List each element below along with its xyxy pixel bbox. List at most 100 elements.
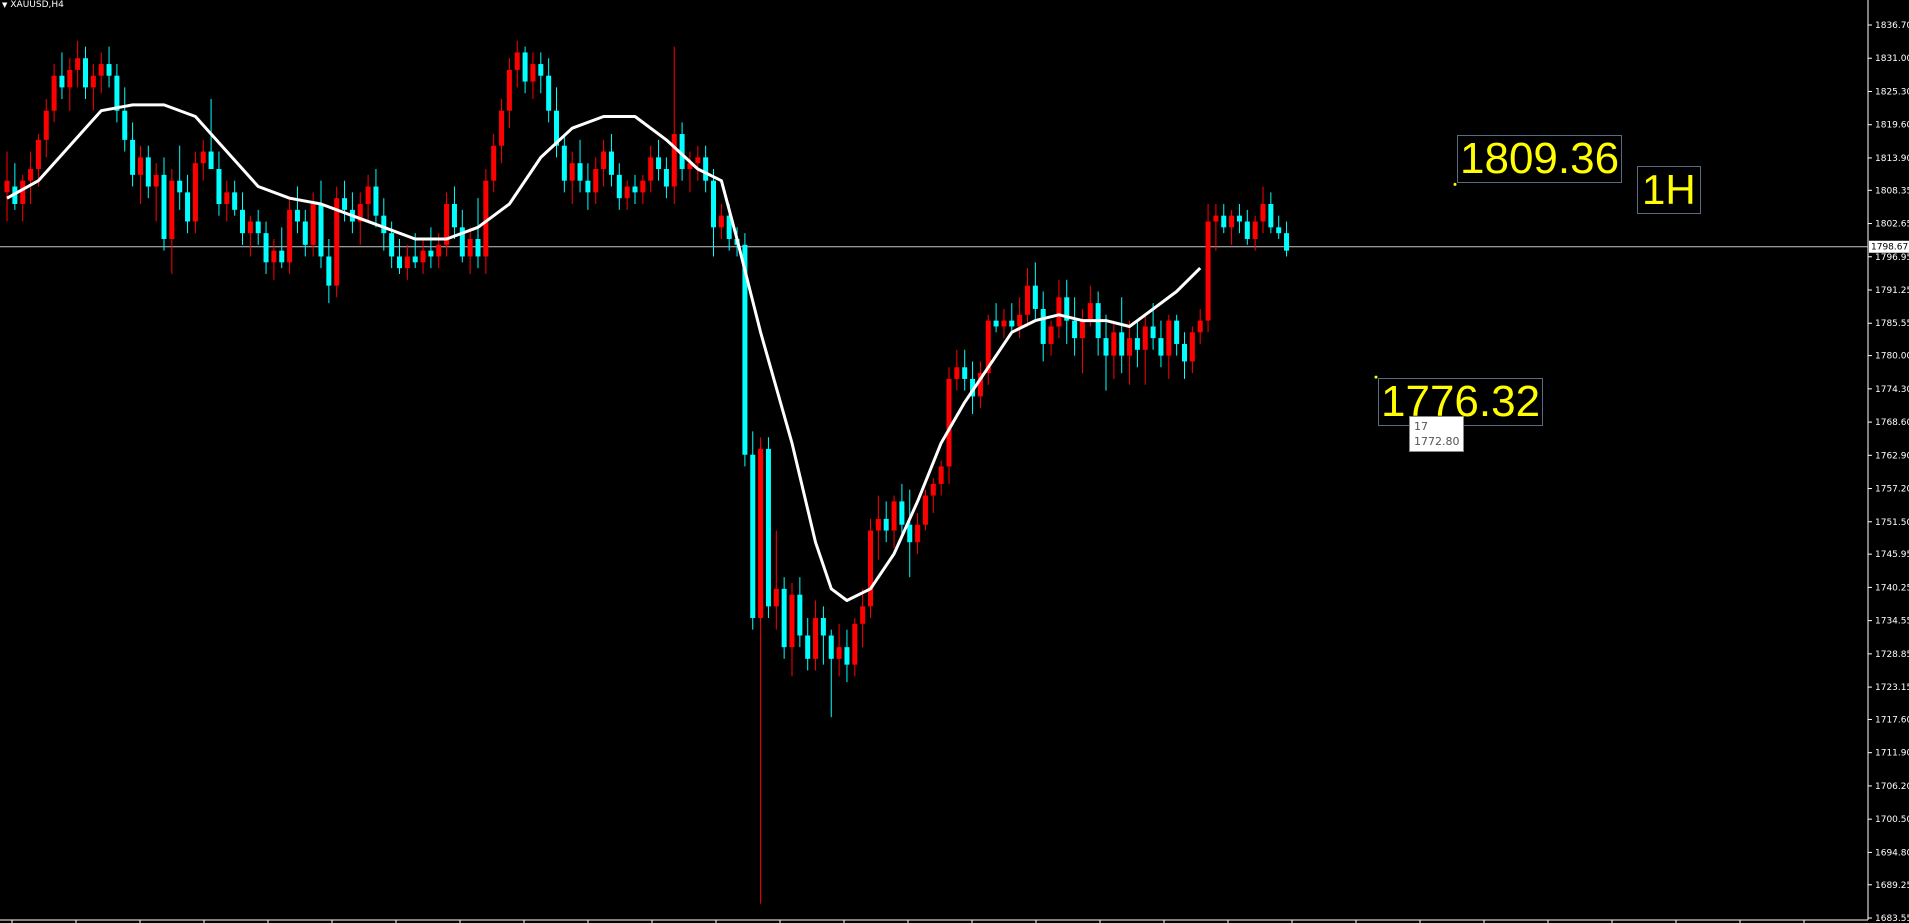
candle-body <box>185 192 191 222</box>
price-axis-tick-label: 1780.00 <box>1875 352 1909 362</box>
candle-body <box>514 52 520 70</box>
candle-body <box>1142 326 1148 350</box>
price-axis-tick-label: 1683.55 <box>1875 914 1909 923</box>
candle-body <box>632 186 638 193</box>
candle-body <box>765 448 771 607</box>
price-axis-tick-label: 1785.55 <box>1875 319 1909 329</box>
current-price-text: 1798.67 <box>1871 243 1908 253</box>
candle-body <box>208 151 214 170</box>
candle-body <box>1001 320 1007 327</box>
candle-body <box>593 169 599 193</box>
candle-body <box>977 373 983 397</box>
candle-body <box>656 157 662 170</box>
candle-body <box>687 163 693 170</box>
candle-body <box>530 64 536 82</box>
candle-body <box>844 647 850 665</box>
candle-body <box>1182 343 1187 362</box>
candle-body <box>1229 215 1235 228</box>
candle-body <box>836 647 842 659</box>
candle-body <box>4 180 10 193</box>
candle-body <box>177 180 183 193</box>
triangle-down-icon[interactable]: ▼ <box>2 1 8 9</box>
candle-body <box>404 256 410 269</box>
candle-body <box>1048 326 1054 344</box>
candle-body <box>192 163 198 222</box>
candle-body <box>891 501 897 531</box>
price-axis-tick-label: 1831.00 <box>1875 54 1909 64</box>
candle-body <box>1134 338 1140 350</box>
price-axis-tick-label: 1808.35 <box>1875 186 1909 196</box>
candle-body <box>444 204 450 245</box>
price-axis-tick-label: 1836.70 <box>1875 21 1909 31</box>
price-axis-tick-label: 1802.65 <box>1875 220 1909 230</box>
candle-body <box>907 524 913 543</box>
candle-body <box>365 186 371 205</box>
candle-body <box>326 256 332 286</box>
price-axis-tick-label: 1740.25 <box>1875 583 1909 593</box>
candle-body <box>1087 303 1093 321</box>
candle-body <box>279 250 285 263</box>
price-axis-tick-label: 1711.90 <box>1875 749 1909 759</box>
candle-body <box>703 157 709 181</box>
candle-body <box>1032 285 1038 309</box>
candle-body <box>43 110 49 140</box>
price-axis-tick-label: 1700.50 <box>1875 815 1909 825</box>
candle-body <box>475 238 481 257</box>
candle-body <box>546 75 552 111</box>
candle-body <box>137 157 143 175</box>
candle-body <box>726 215 732 239</box>
candle-body <box>789 594 795 648</box>
candle-body <box>35 139 41 170</box>
timeframe-label[interactable]: 1H <box>1637 166 1701 214</box>
candle-body <box>538 64 544 76</box>
candle-body <box>601 151 607 170</box>
candle-body <box>200 151 206 164</box>
candle-body <box>695 157 701 164</box>
candle-body <box>781 588 787 648</box>
candle-body <box>954 367 960 379</box>
price-axis-tick-label: 1689.25 <box>1875 881 1909 891</box>
candle-body <box>758 448 764 619</box>
candle-body <box>860 606 866 624</box>
candle-body <box>820 618 826 636</box>
candle-body <box>1213 215 1219 222</box>
candle-body <box>883 518 889 531</box>
candle-body <box>428 250 434 257</box>
candle-body <box>145 157 151 187</box>
price-axis-tick-label: 1751.50 <box>1875 518 1909 528</box>
price-axis-tick-label: 1734.55 <box>1875 617 1909 627</box>
candle-body <box>483 180 489 257</box>
candle-body <box>106 64 112 76</box>
current-price-box <box>1869 240 1909 253</box>
price-axis-tick-label: 1762.90 <box>1875 451 1909 461</box>
candle-body <box>161 174 167 239</box>
candle-body <box>153 174 159 187</box>
candle-body <box>1064 297 1070 321</box>
candle-body <box>98 64 104 76</box>
high-price-label[interactable]: 1809.36 <box>1457 135 1623 183</box>
candle-body <box>679 134 685 170</box>
candle-body <box>451 204 457 228</box>
candle-body <box>302 221 308 245</box>
candle-body <box>389 233 395 257</box>
candle-body <box>1009 320 1015 327</box>
candle-body <box>970 378 976 397</box>
candle-body <box>750 454 756 619</box>
candle-body <box>357 204 363 222</box>
price-axis-tick-label: 1745.95 <box>1875 550 1909 560</box>
candle-body <box>506 69 512 111</box>
candle-body <box>915 524 921 543</box>
candle-body <box>499 110 505 146</box>
candle-body <box>90 75 96 88</box>
candle-body <box>522 52 528 82</box>
candle-body <box>1079 320 1085 339</box>
candle-body <box>1158 338 1164 356</box>
candle-body <box>962 367 968 379</box>
candle-body <box>1260 204 1266 222</box>
candle-body <box>993 320 999 327</box>
candle-body <box>828 635 834 659</box>
candle-body <box>899 501 905 525</box>
candle-body <box>224 192 230 205</box>
price-axis-tick-label: 1728.85 <box>1875 650 1909 660</box>
